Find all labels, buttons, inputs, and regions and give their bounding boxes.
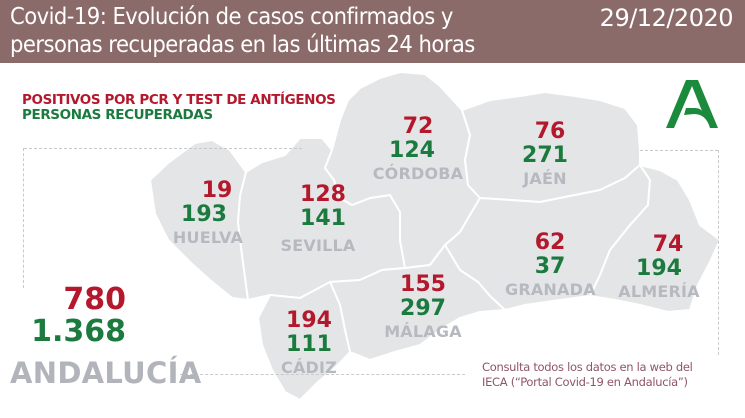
total-positives: 780	[63, 282, 126, 317]
province-malaga: 155 297 MÁLAGA	[378, 273, 468, 343]
province-shape-cadiz	[257, 281, 351, 401]
positives-count: 72	[402, 114, 434, 139]
province-name: GRANADA	[505, 280, 596, 299]
page-title: Covid-19: Evolución de casos confirmados…	[10, 3, 475, 59]
recovered-count: 193	[181, 202, 227, 227]
province-name: JAÉN	[523, 169, 567, 188]
legend: POSITIVOS POR PCR Y TEST DE ANTÍGENOS PE…	[22, 92, 336, 123]
total-recovered: 1.368	[31, 314, 126, 349]
title-line-1: Covid-19: Evolución de casos confirmados…	[10, 4, 453, 30]
province-name: MÁLAGA	[384, 322, 462, 341]
province-cordoba: 72 124 CÓRDOBA	[368, 115, 468, 185]
source-note-line-2: IECA (“Portal Covid-19 en Andalucía”)	[482, 375, 688, 389]
province-shape-almeria	[589, 164, 721, 313]
dashed-frame-left	[23, 148, 24, 288]
dashed-frame-top-right	[640, 150, 718, 151]
positives-count: 194	[286, 308, 332, 333]
province-cadiz: 194 111 CÁDIZ	[264, 309, 354, 379]
andalucia-total: 780 1.368	[30, 284, 126, 348]
province-name: HUELVA	[172, 228, 244, 247]
title-line-2: personas recuperadas en las últimas 24 h…	[10, 32, 475, 58]
province-almeria: 74 194 ALMERÍA	[616, 233, 702, 303]
province-granada: 62 37 GRANADA	[505, 231, 595, 301]
recovered-count: 271	[522, 143, 568, 168]
date-label: 29/12/2020	[599, 4, 734, 32]
positives-count: 74	[652, 232, 684, 257]
positives-count: 128	[300, 182, 346, 207]
positives-count: 19	[201, 178, 233, 203]
recovered-count: 297	[400, 296, 446, 321]
positives-count: 155	[400, 272, 446, 297]
province-shape-malaga	[329, 244, 506, 361]
dashed-frame-top-left	[24, 148, 302, 149]
legend-recovered: PERSONAS RECUPERADAS	[22, 107, 213, 123]
recovered-count: 111	[286, 332, 332, 357]
recovered-count: 124	[389, 138, 435, 163]
positives-count: 62	[534, 230, 566, 255]
source-note-line-1: Consulta todos los datos en la web del	[482, 360, 693, 374]
source-note: Consulta todos los datos en la web del I…	[482, 360, 693, 390]
recovered-count: 37	[534, 254, 566, 279]
province-name: SEVILLA	[280, 236, 356, 255]
province-name: ALMERÍA	[618, 282, 700, 301]
region-name: ANDALUCÍA	[10, 356, 202, 390]
recovered-count: 141	[300, 206, 346, 231]
positives-count: 76	[534, 119, 566, 144]
dashed-frame-bottom	[180, 374, 465, 375]
province-huelva: 19 193 HUELVA	[168, 179, 248, 249]
dashed-frame-right	[718, 150, 719, 355]
junta-de-andalucia-logo-icon	[666, 80, 718, 128]
legend-positives: POSITIVOS POR PCR Y TEST DE ANTÍGENOS	[22, 92, 336, 108]
header-banner: Covid-19: Evolución de casos confirmados…	[0, 0, 745, 63]
province-sevilla: 128 141 SEVILLA	[268, 183, 368, 257]
province-name: CÓRDOBA	[372, 164, 464, 183]
province-name: CÁDIZ	[281, 358, 337, 377]
recovered-count: 194	[636, 256, 682, 281]
province-jaen: 76 271 JAÉN	[500, 120, 590, 190]
